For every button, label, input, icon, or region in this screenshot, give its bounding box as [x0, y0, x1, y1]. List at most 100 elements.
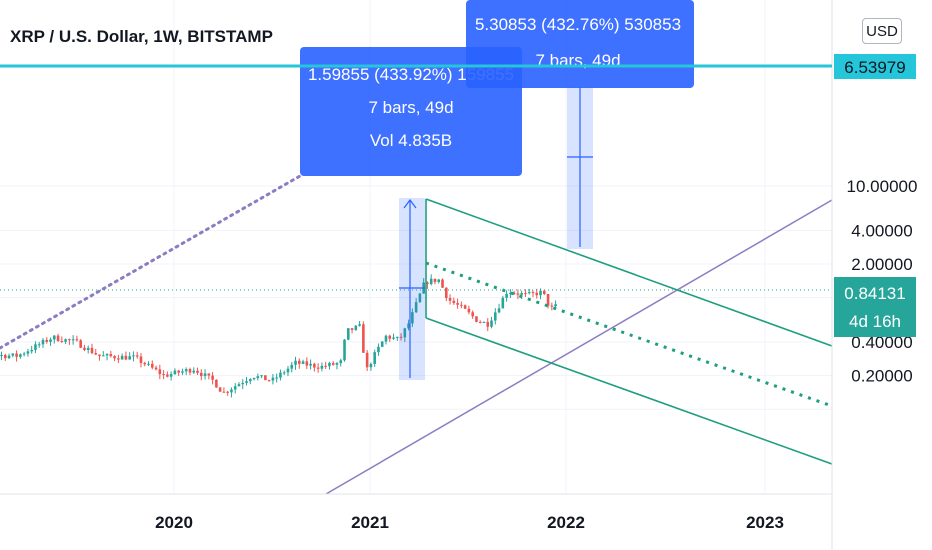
candle-body [30, 349, 33, 352]
candle [132, 351, 135, 362]
candle [56, 333, 60, 342]
candle [275, 373, 278, 383]
candle-body [260, 375, 263, 377]
candle-body [34, 344, 37, 350]
candle-body [37, 344, 41, 346]
candle [320, 362, 324, 372]
candle-body [150, 363, 154, 368]
candle [135, 351, 139, 359]
candle [267, 379, 271, 382]
x-tick-label: 2022 [547, 513, 585, 532]
candle [71, 335, 75, 345]
candle [463, 304, 467, 310]
candle [192, 367, 196, 374]
candle-body [203, 373, 207, 377]
candle [399, 333, 403, 341]
candle [139, 353, 143, 368]
y-tick-label: 0.40000 [851, 333, 912, 352]
candle-body [433, 278, 437, 283]
candle-body [282, 372, 286, 374]
measure-box-1-text: 7 bars, 49d [368, 98, 453, 117]
candle-body [437, 279, 441, 283]
candle [260, 374, 263, 379]
candle-body [64, 339, 67, 342]
candle-body [177, 370, 180, 373]
candle-body [354, 325, 358, 330]
candle [512, 290, 516, 295]
candle [230, 387, 233, 398]
range-1-area [399, 198, 425, 380]
candle [358, 320, 361, 327]
candle [143, 361, 147, 367]
candle-body [505, 293, 508, 298]
candle-body [403, 328, 407, 338]
x-tick-label: 2021 [351, 513, 389, 532]
candle [162, 370, 165, 380]
candle [169, 371, 173, 381]
candle-body [94, 353, 98, 355]
price-label-hline: 6.53979 [844, 58, 905, 77]
candle [301, 359, 305, 365]
candle [64, 338, 67, 345]
candle-body [324, 365, 327, 367]
candle [414, 298, 418, 314]
candle [83, 344, 86, 352]
candle-body [233, 386, 237, 390]
candle [294, 356, 297, 370]
candle [350, 328, 354, 334]
y-tick-label: 10.00000 [847, 177, 918, 196]
candle [497, 303, 501, 314]
candle [324, 361, 327, 370]
candle-body [199, 372, 203, 377]
candle [226, 390, 229, 396]
candle-body [331, 363, 335, 365]
candle [241, 379, 245, 390]
candle-body [448, 297, 452, 301]
candle-body [286, 368, 290, 373]
candle [22, 351, 26, 357]
candle [101, 351, 105, 357]
candle [177, 369, 180, 376]
candle-body [56, 335, 60, 342]
candle [52, 335, 56, 344]
candle-body [215, 379, 218, 388]
candle [147, 361, 150, 367]
candle [282, 370, 286, 376]
candle [448, 294, 452, 305]
candle-body [478, 321, 482, 323]
candle-body [369, 363, 373, 368]
candle [373, 349, 376, 367]
candle-body [482, 322, 486, 324]
candle-body [516, 293, 520, 295]
candle [516, 289, 520, 300]
candle-body [452, 300, 456, 304]
candle-body [169, 374, 173, 377]
candle [444, 287, 448, 302]
candle-body [441, 279, 444, 288]
candle [429, 274, 433, 286]
candle [215, 379, 218, 388]
candle-body [83, 347, 86, 351]
fan-line [325, 199, 833, 495]
candle-body [463, 305, 467, 309]
candle-body [414, 302, 418, 313]
candle-body [7, 355, 11, 359]
candle [437, 278, 441, 284]
y-tick-label: 4.00000 [851, 221, 912, 240]
candle [286, 365, 290, 377]
candle-body [524, 293, 527, 295]
candle-body [426, 282, 429, 285]
candle-body [392, 337, 395, 339]
candle-body [188, 369, 192, 373]
candle [411, 308, 414, 328]
candle [441, 278, 444, 288]
candle-body [79, 340, 82, 348]
chart-title: XRP / U.S. Dollar, 1W, BITSTAMP [10, 27, 273, 46]
candle [456, 298, 459, 309]
candle-body [147, 363, 150, 365]
currency-button[interactable]: USD [862, 18, 902, 44]
candle [380, 341, 384, 348]
candle-body [418, 293, 422, 303]
price-label-current: 0.84131 [844, 284, 905, 303]
